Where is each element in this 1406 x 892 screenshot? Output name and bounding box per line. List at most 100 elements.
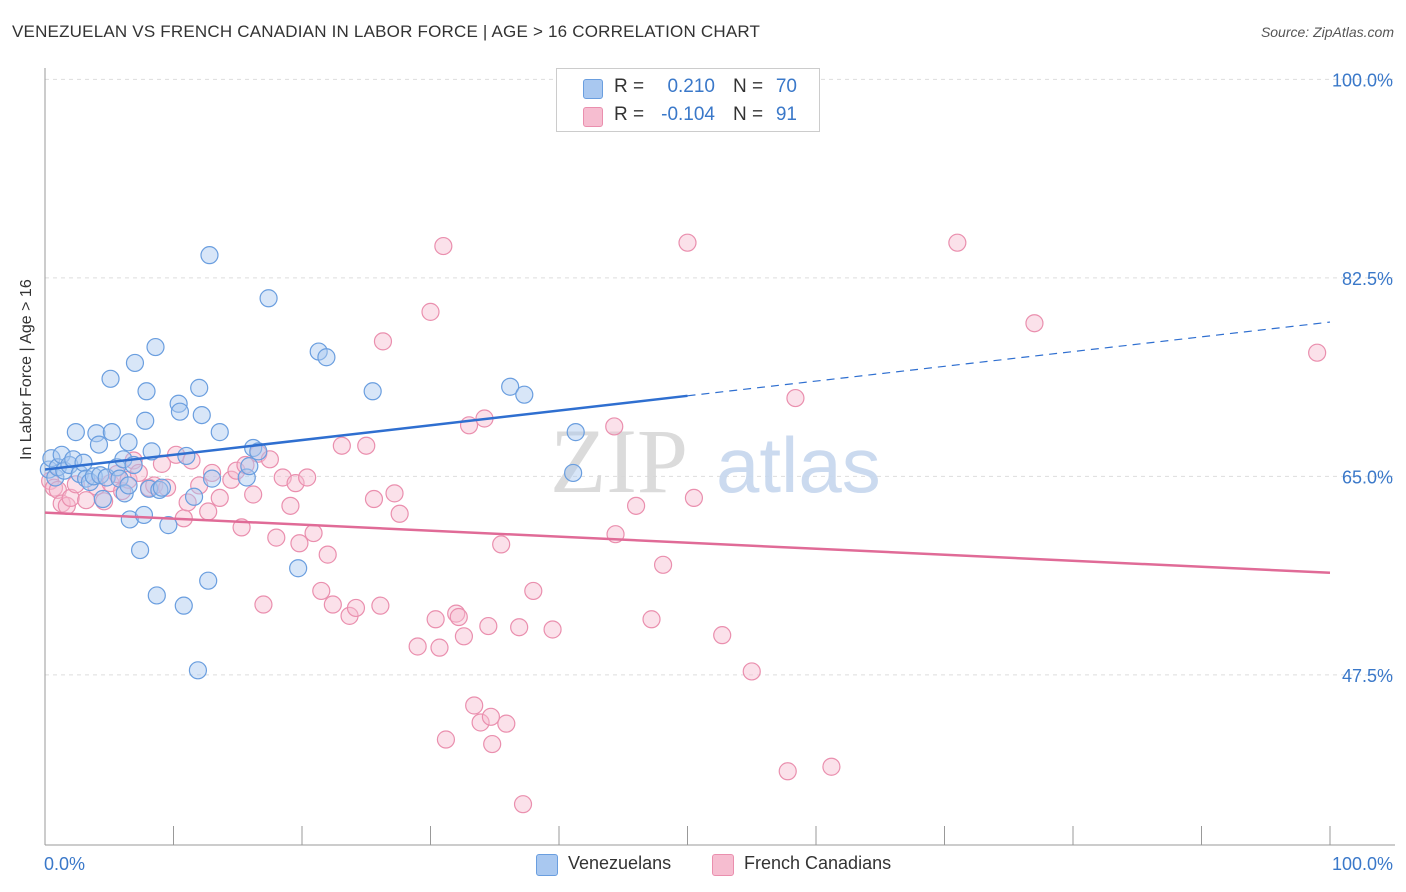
venezuelan-point: [89, 435, 109, 454]
french-canadian-point: [298, 468, 317, 487]
venezuelan-point: [199, 571, 218, 590]
french-canadian-point: [481, 707, 500, 726]
venezuelan-point: [184, 487, 204, 506]
french-canadian-point: [543, 620, 562, 639]
legend-row-french-canadians: R = -0.104 N = 91: [557, 101, 819, 129]
venezuelan-point: [249, 442, 268, 461]
french-canadian-point: [346, 598, 366, 618]
french-canadian-point: [286, 474, 305, 493]
french-canadian-point: [684, 488, 704, 508]
venezuelans-swatch: [583, 79, 603, 99]
french-canadian-point: [742, 662, 761, 681]
venezuelan-point: [119, 433, 138, 452]
french-canadian-point: [479, 616, 498, 636]
source-note: Source: ZipAtlas.com: [1260, 24, 1394, 40]
venezuelan-point: [202, 469, 222, 488]
french-canadian-point: [1308, 343, 1327, 362]
legend-label: Venezuelans: [568, 853, 672, 873]
french-canadian-point: [357, 436, 376, 455]
venezuelans-swatch: [536, 854, 558, 876]
venezuelan-point: [289, 559, 308, 578]
french-canadians-swatch: [712, 854, 734, 876]
french-canadian-point: [497, 714, 516, 733]
venezuelan-point: [210, 423, 229, 442]
french-canadian-point: [1025, 314, 1044, 333]
french-canadian-point: [244, 485, 263, 504]
french-canadian-point: [447, 604, 466, 623]
n-label: N =: [733, 76, 764, 97]
n-value: 70: [775, 76, 797, 97]
venezuelan-point: [170, 402, 190, 421]
french-canadian-point: [304, 523, 323, 543]
venezuelan-point: [66, 423, 85, 442]
venezuelan-point: [130, 540, 150, 560]
venezuelan-point: [192, 405, 211, 425]
venezuelan-point: [101, 369, 120, 388]
venezuelan-point: [159, 516, 178, 535]
french-canadian-point: [254, 595, 273, 614]
french-canadian-point: [408, 637, 427, 656]
x-tick-label: 0.0%: [44, 854, 85, 874]
french-canadian-point: [312, 581, 331, 601]
french-canadian-point: [465, 696, 484, 715]
venezuelan-point: [147, 586, 166, 605]
x-tick-label: 100.0%: [1332, 854, 1393, 874]
french-canadian-point: [948, 233, 967, 252]
axes: [44, 68, 1395, 846]
venezuelan-point: [240, 457, 259, 476]
french-canadian-point: [492, 535, 511, 554]
venezuelan-point: [119, 476, 138, 495]
french-canadian-point: [61, 488, 80, 508]
french-canadian-point: [678, 233, 697, 252]
french-canadian-point: [642, 610, 661, 629]
french-canadian-point: [66, 475, 85, 494]
venezuelan-point: [93, 489, 112, 509]
venezuelan-point: [87, 424, 106, 443]
french-canadian-point: [199, 502, 218, 521]
french-canadian-point: [434, 236, 453, 256]
french-canadian-point: [385, 484, 404, 503]
french-canadian-point: [513, 795, 533, 814]
venezuelan-point: [150, 480, 169, 500]
french-canadian-point: [318, 545, 337, 564]
legend-label: French Canadians: [744, 853, 892, 873]
venezuelan-point: [146, 337, 165, 357]
venezuelan-point: [259, 289, 278, 308]
french-canadian-point: [210, 488, 229, 508]
french-canadian-point: [626, 496, 646, 515]
french-canadian-point: [430, 638, 449, 657]
french-canadian-point: [822, 757, 841, 776]
venezuelan-point: [52, 445, 71, 464]
tick-labels: 47.5% 65.0% 82.5% 100.0% 0.0% 100.0%: [44, 70, 1393, 874]
y-tick-label: 65.0%: [1342, 467, 1393, 487]
venezuelan-point: [136, 411, 155, 430]
venezuelan-point: [137, 382, 156, 401]
series-legend: Venezuelans French Canadians: [0, 852, 1406, 878]
venezuelan-point: [317, 348, 336, 367]
french-canadian-point: [390, 504, 409, 523]
french-canadian-point: [364, 489, 384, 509]
venezuelan-point: [515, 385, 534, 404]
n-label: N =: [733, 104, 764, 125]
watermark-atlas: atlas: [716, 421, 881, 509]
french-canadian-point: [454, 627, 474, 646]
watermark-zip: ZIP: [550, 410, 688, 512]
trend-lines: [44, 321, 1331, 575]
venezuelan-point: [134, 505, 154, 525]
correlation-legend: R = 0.210 N = 70 R = -0.104 N = 91: [556, 68, 820, 132]
venezuelan-point: [125, 353, 145, 373]
venezuelan-point: [190, 378, 209, 397]
french-canadian-point: [524, 581, 543, 601]
french-canadian-point: [332, 436, 351, 455]
french-canadian-point: [323, 595, 342, 614]
venezuelan-point: [152, 478, 172, 497]
chart-title: VENEZUELAN VS FRENCH CANADIAN IN LABOR F…: [12, 22, 761, 41]
french-canadian-point: [436, 730, 456, 749]
french-canadian-point: [786, 388, 805, 408]
n-value: 91: [775, 104, 797, 125]
venezuelan-point: [74, 453, 93, 472]
french-canadian-point: [222, 470, 241, 489]
french-canadian-point: [373, 332, 393, 351]
venezuelan-point: [102, 423, 121, 442]
